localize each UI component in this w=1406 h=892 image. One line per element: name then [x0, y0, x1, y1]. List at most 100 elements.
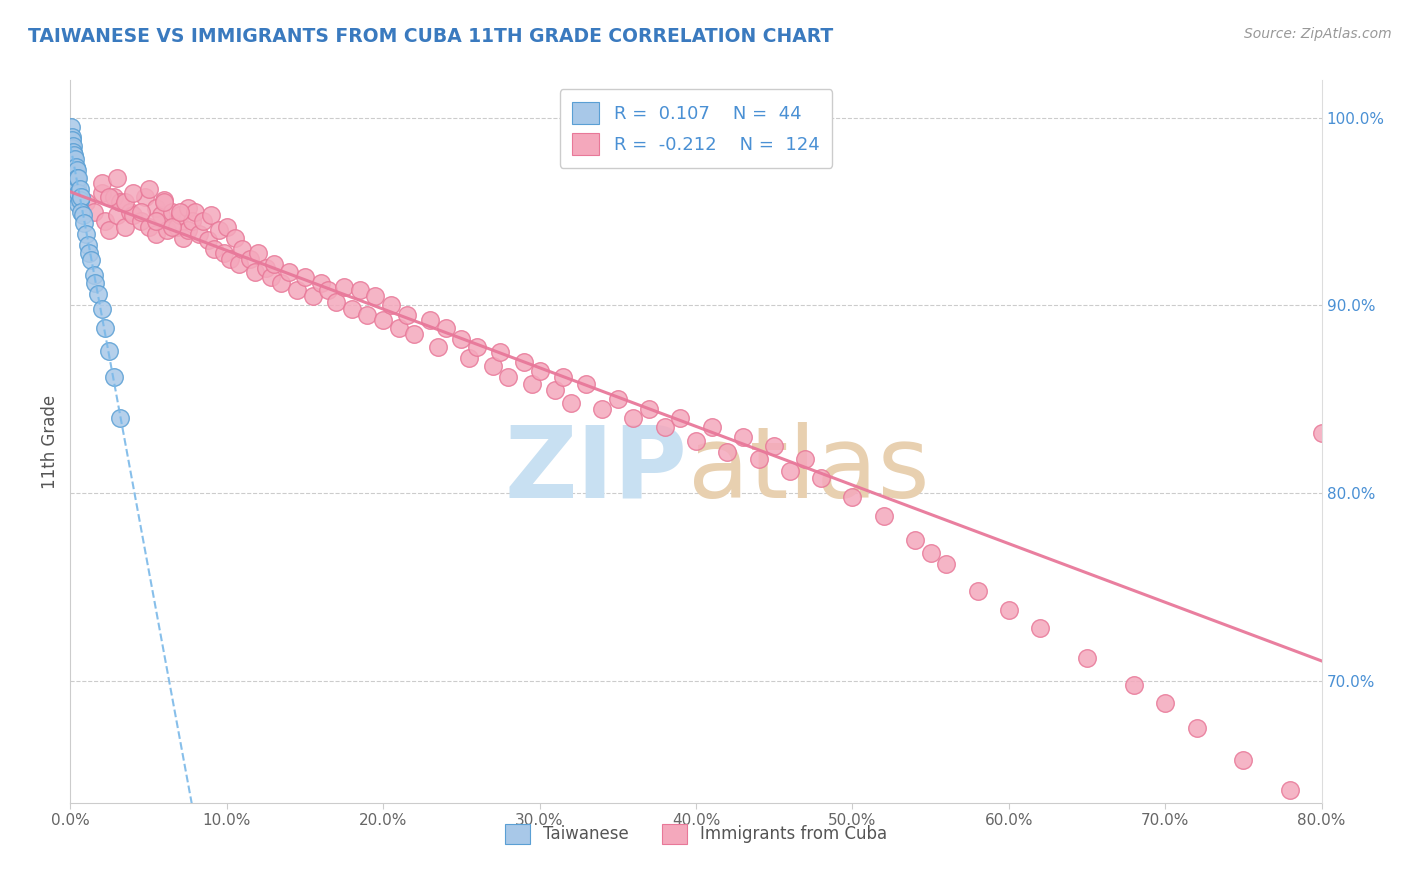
Point [138, 182, 160, 196]
Point [388, 321, 411, 335]
Point [98, 343, 121, 358]
Point [591, 401, 613, 416]
Point [129, 214, 152, 228]
Point [551, 369, 574, 384]
Point [121, 208, 145, 222]
Point [60, 141, 83, 155]
Point [62, 158, 84, 172]
Point [1232, 753, 1254, 767]
Point [810, 471, 832, 485]
Point [669, 411, 692, 425]
Point [134, 189, 156, 203]
Point [69, 182, 91, 196]
Point [498, 369, 520, 384]
Point [748, 452, 770, 467]
Point [160, 204, 183, 219]
Point [685, 434, 707, 448]
Point [145, 201, 167, 215]
Point [90, 177, 112, 191]
Point [606, 392, 628, 407]
Point [458, 351, 481, 365]
Point [325, 294, 347, 309]
Point [62, 167, 84, 181]
Point [529, 364, 551, 378]
Point [731, 430, 754, 444]
Point [160, 219, 183, 234]
Point [114, 195, 136, 210]
Point [224, 231, 246, 245]
Point [63, 152, 86, 166]
Point [621, 411, 644, 425]
Point [247, 246, 270, 260]
Point [105, 170, 128, 185]
Point [278, 265, 301, 279]
Point [920, 546, 942, 560]
Point [129, 204, 152, 219]
Point [560, 396, 582, 410]
Point [65, 163, 87, 178]
Point [60, 129, 83, 144]
Point [1185, 721, 1208, 735]
Point [75, 195, 97, 210]
Point [65, 189, 87, 203]
Point [465, 340, 488, 354]
Point [77, 246, 100, 260]
Point [544, 383, 567, 397]
Point [966, 583, 988, 598]
Point [700, 420, 723, 434]
Point [169, 204, 191, 219]
Point [169, 208, 191, 222]
Point [404, 326, 426, 341]
Point [62, 158, 84, 172]
Point [997, 602, 1019, 616]
Point [121, 186, 145, 200]
Point [197, 233, 219, 247]
Text: atlas: atlas [688, 422, 929, 519]
Point [172, 231, 194, 245]
Point [156, 223, 179, 237]
Point [62, 139, 84, 153]
Point [70, 189, 93, 203]
Point [66, 170, 89, 185]
Point [208, 223, 231, 237]
Point [763, 439, 786, 453]
Point [84, 276, 107, 290]
Point [638, 401, 661, 416]
Point [340, 302, 363, 317]
Point [75, 227, 97, 242]
Point [349, 284, 371, 298]
Point [263, 257, 285, 271]
Point [1310, 426, 1333, 441]
Point [105, 208, 128, 222]
Point [63, 148, 86, 162]
Point [60, 145, 83, 159]
Text: ZIP: ZIP [505, 422, 688, 519]
Point [285, 284, 308, 298]
Point [200, 208, 222, 222]
Point [79, 253, 101, 268]
Point [716, 445, 738, 459]
Point [779, 464, 801, 478]
Point [228, 257, 250, 271]
Point [380, 298, 402, 312]
Point [187, 227, 209, 242]
Point [145, 214, 167, 228]
Point [110, 195, 132, 210]
Point [153, 194, 176, 208]
Point [65, 175, 87, 189]
Point [513, 355, 536, 369]
Point [72, 208, 94, 222]
Point [1389, 471, 1406, 485]
Point [90, 186, 112, 200]
Point [153, 195, 176, 210]
Point [73, 216, 96, 230]
Point [212, 246, 235, 260]
Point [87, 287, 110, 301]
Point [150, 208, 173, 222]
Point [114, 219, 136, 234]
Point [575, 377, 598, 392]
Point [904, 533, 927, 547]
Point [176, 223, 198, 237]
Point [60, 152, 83, 166]
Point [181, 214, 204, 228]
